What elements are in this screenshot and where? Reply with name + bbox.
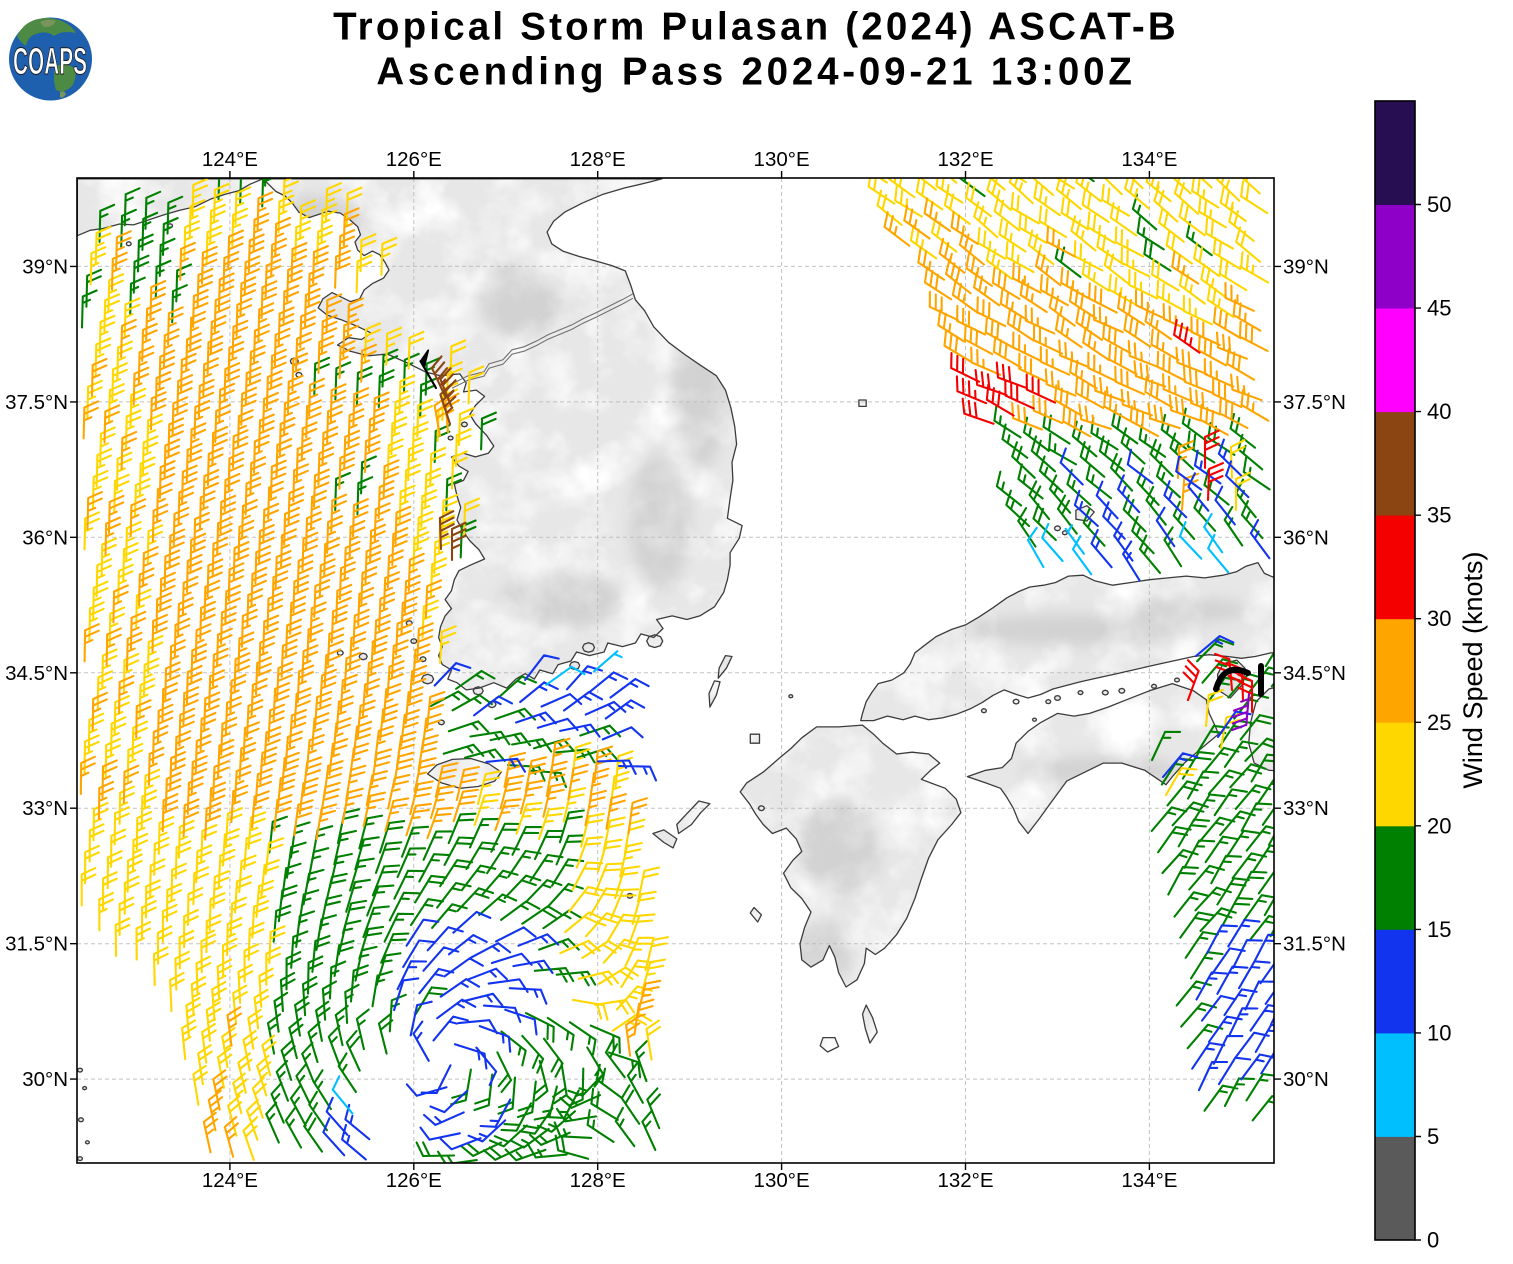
svg-text:132°E: 132°E [937,148,993,171]
svg-text:36°N: 36°N [22,526,68,549]
svg-text:39°N: 39°N [22,255,68,278]
svg-text:124°E: 124°E [202,1169,258,1192]
svg-text:34.5°N: 34.5°N [1283,662,1346,685]
svg-text:31.5°N: 31.5°N [5,933,68,956]
svg-text:15: 15 [1427,917,1451,942]
svg-text:134°E: 134°E [1121,1169,1177,1192]
svg-text:30: 30 [1427,606,1451,631]
svg-text:33°N: 33°N [22,797,68,820]
svg-text:128°E: 128°E [570,148,626,171]
svg-text:128°E: 128°E [570,1169,626,1192]
svg-text:39°N: 39°N [1283,255,1329,278]
svg-text:30°N: 30°N [22,1068,68,1091]
svg-text:20: 20 [1427,813,1451,838]
svg-text:33°N: 33°N [1283,797,1329,820]
svg-text:37.5°N: 37.5°N [1283,391,1346,414]
svg-text:35: 35 [1427,503,1451,528]
svg-text:Ascending Pass 2024-09-21 13:0: Ascending Pass 2024-09-21 13:00Z [376,51,1135,94]
svg-text:34.5°N: 34.5°N [5,662,68,685]
svg-text:Tropical Storm Pulasan (2024): Tropical Storm Pulasan (2024) ASCAT-B [333,6,1179,49]
svg-text:37.5°N: 37.5°N [5,391,68,414]
svg-text:130°E: 130°E [754,148,810,171]
svg-text:36°N: 36°N [1283,526,1329,549]
svg-text:45: 45 [1427,296,1451,321]
svg-text:5: 5 [1427,1124,1439,1149]
svg-text:30°N: 30°N [1283,1068,1329,1091]
svg-text:40: 40 [1427,399,1451,424]
svg-text:126°E: 126°E [386,148,442,171]
svg-text:0: 0 [1427,1228,1439,1253]
svg-text:10: 10 [1427,1020,1451,1045]
svg-text:COAPS: COAPS [13,41,87,83]
svg-text:134°E: 134°E [1121,148,1177,171]
svg-text:126°E: 126°E [386,1169,442,1192]
svg-text:132°E: 132°E [937,1169,993,1192]
svg-text:50: 50 [1427,192,1451,217]
svg-text:Wind Speed (knots): Wind Speed (knots) [1458,551,1488,788]
svg-text:31.5°N: 31.5°N [1283,933,1346,956]
svg-text:124°E: 124°E [202,148,258,171]
svg-text:130°E: 130°E [754,1169,810,1192]
svg-text:25: 25 [1427,710,1451,735]
